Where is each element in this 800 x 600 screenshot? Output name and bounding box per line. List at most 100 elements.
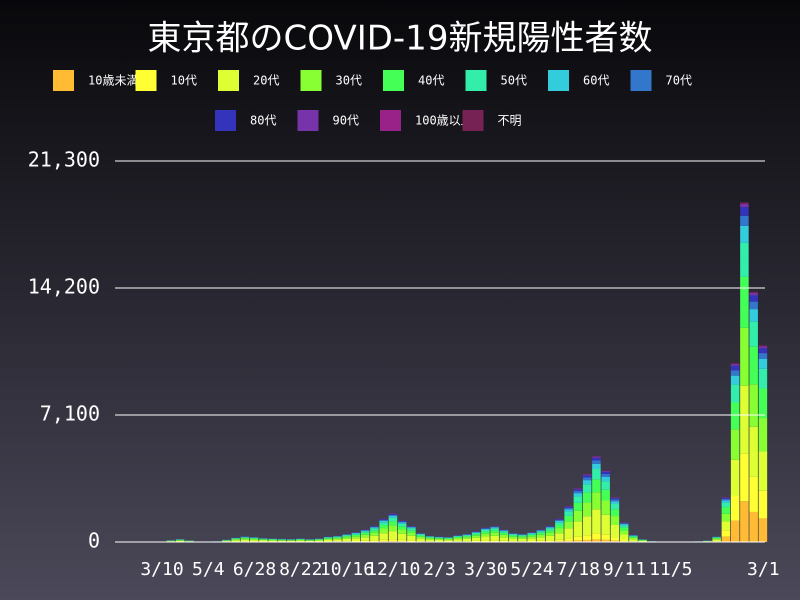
bar-segment [490,527,499,529]
bar-segment [360,540,370,542]
bar-segment [518,536,527,538]
bar-segment [536,530,546,532]
bar-segment [388,517,398,522]
legend-swatch [380,110,401,131]
bar-segment [370,528,379,531]
bar-segment [749,321,758,347]
bar-segment [231,538,240,540]
bar-segment [749,426,758,477]
bar-segment [351,538,361,541]
legend-label: 100歳以上 [415,114,473,128]
bar-segment [434,537,444,539]
bar-segment [462,536,472,538]
bar-segment [758,388,768,419]
bar-segment [481,533,490,537]
bar-segment [425,538,435,540]
legend-swatch [383,70,404,91]
x-tick-label: 7/18 [557,559,600,580]
legend-label: 80代 [250,114,276,128]
bar-segment [545,530,555,533]
bar-segment [434,539,444,542]
bar-segment [619,523,629,525]
bar-segment [388,514,398,516]
bar-segment [730,363,740,364]
bar-segment [758,348,768,354]
bar-segment [573,496,583,503]
bar-segment [416,535,425,537]
bar-segment [481,528,490,529]
bar-segment [721,507,731,514]
bar-segment [490,532,499,536]
bar-segment [416,536,425,539]
bar-segment [730,459,740,496]
bar-segment [231,539,240,541]
legend-label: 40代 [418,74,444,88]
bar-segment [240,537,250,539]
bar-segment [407,532,416,536]
bar-segment [610,537,620,541]
bar-segment [379,519,388,521]
bar-segment [425,536,435,538]
bar-segment [721,499,731,501]
legend-label: 70代 [666,74,692,88]
bar-segment [730,402,740,430]
bar-segment [638,540,647,541]
bar-segment [397,522,407,524]
bar-segment [268,540,277,542]
bar-segment [249,537,259,539]
bar-segment [619,527,629,531]
bar-segment [259,539,268,541]
bar-segment [527,538,536,541]
bar-segment [314,539,324,540]
bar-segment [740,385,749,454]
bar-segment [601,474,610,477]
bar-segment [749,476,758,512]
bar-segment [555,520,564,523]
bar-segment [555,519,564,521]
legend-label: 10代 [171,74,197,88]
bar-segment [370,526,379,528]
bar-segment [536,532,546,535]
bar-segment [481,528,490,530]
bar-segment [740,242,749,277]
bar-segment [370,527,379,529]
bar-segment [730,429,740,460]
bar-segment [471,535,481,538]
bar-segment [370,530,379,533]
x-tick-label: 12/10 [366,559,420,580]
legend-swatch [218,70,239,91]
bar-segment [592,463,601,470]
bar-segment [388,525,398,532]
bar-segment [527,536,536,539]
x-tick-label: 5/4 [192,559,225,580]
bar-segment [545,526,555,528]
bar-segment [555,525,564,529]
bar-segment [268,539,277,541]
bar-segment [240,539,250,542]
bar-segment [619,524,629,526]
bar-segment [499,532,509,535]
legend-swatch [462,110,484,131]
bar-segment [730,384,740,403]
bar-segment [425,539,435,542]
bar-segment [527,540,536,542]
bar-segment [314,539,324,541]
bar-segment [434,538,444,539]
bar-segment [740,202,749,204]
bar-segment [342,535,351,537]
bar-segment [527,533,536,534]
bar-segment [758,368,768,389]
bar-segment [286,540,296,541]
bar-segment [592,456,601,458]
bar-segment [721,536,731,542]
legend-label: 90代 [333,114,359,128]
bar-segment [573,510,583,522]
x-tick-label: 2/3 [423,559,456,580]
bar-segment [573,491,583,494]
bar-segment [508,538,518,542]
bar-segment [582,492,592,503]
y-tick-label: 21,300 [28,148,100,172]
bar-segment [416,538,425,542]
bar-segment [712,538,721,540]
legend-swatch [135,70,157,91]
